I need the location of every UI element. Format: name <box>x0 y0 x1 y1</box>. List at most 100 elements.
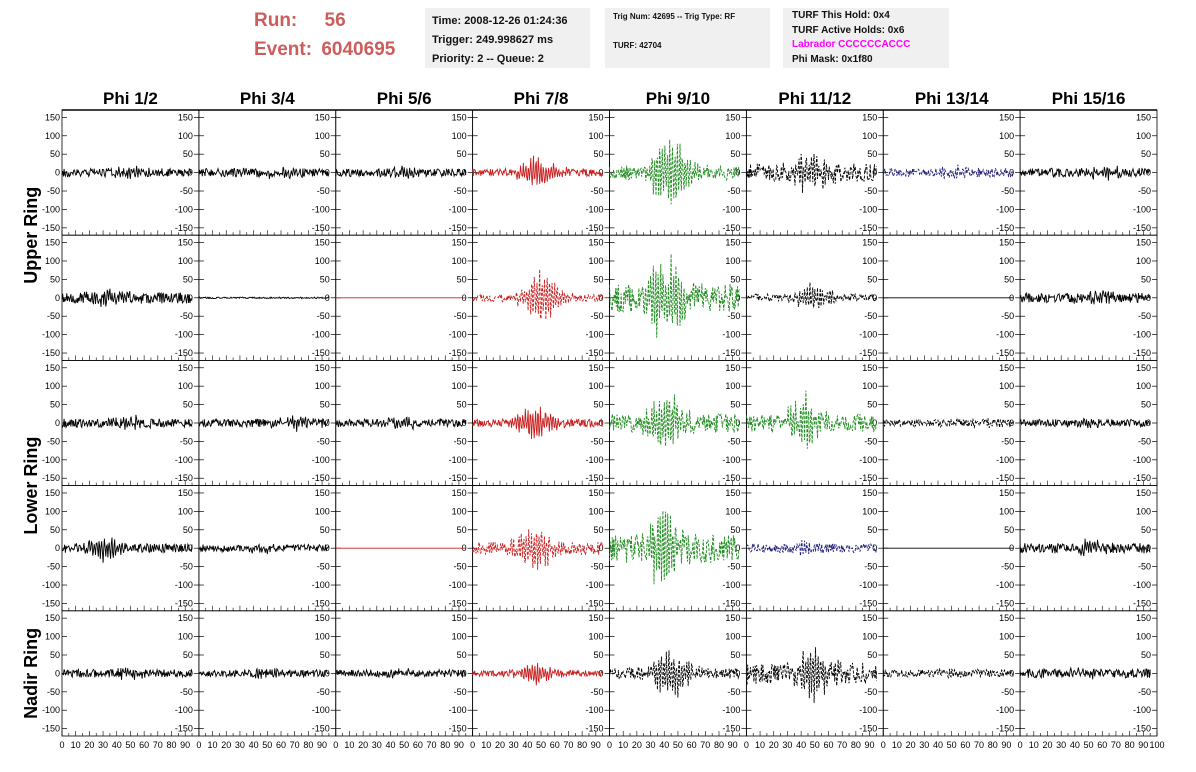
priority-text: Priority: 2 -- Queue: 2 <box>432 53 544 65</box>
y-tick-label-r4c0-0: -150 <box>175 724 193 734</box>
y-tick-label-r2c4-2: -50 <box>727 436 740 446</box>
y-tick-label-r0c2-6: 150 <box>452 112 467 122</box>
waveform-r3c1 <box>198 543 330 555</box>
y-tick-label-r1c0-1: -100 <box>175 330 193 340</box>
x-tick-label-c4-2: 20 <box>632 740 642 750</box>
event-value: 6040695 <box>321 39 396 60</box>
x-tick-label-c6-7: 70 <box>974 740 984 750</box>
y-tick-label-r2c0-2: -50 <box>180 436 193 446</box>
x-tick-label-c3-6: 60 <box>550 740 560 750</box>
y-tick-label-r1c2-5: 100 <box>452 256 467 266</box>
y-tick-label-r1c2-0: -150 <box>449 348 467 358</box>
y-tick-label-r1c7-2: -50 <box>1138 311 1151 321</box>
y-tick-label-r2c2-3: 0 <box>462 418 467 428</box>
y-tick-label-r3c0-1: -100 <box>175 580 193 590</box>
x-tick-label-c1-2: 20 <box>221 740 231 750</box>
y-tick-label-r0c3-0: -150 <box>585 223 603 233</box>
y-tick-label-r2c6-5: 100 <box>999 381 1014 391</box>
y-tick-label-r3c0-3: 0 <box>188 543 193 553</box>
x-tick-label-c6-8: 80 <box>988 740 998 750</box>
y-tick-label-r2c4-4: 50 <box>730 400 740 410</box>
y-tick-label-r0c4-6: 150 <box>725 112 740 122</box>
x-tick-label-c4-6: 60 <box>687 740 697 750</box>
y-tick-label-r0c3-2: -50 <box>590 186 603 196</box>
y-tick-label-r0c5-2: -50 <box>864 186 877 196</box>
waveform-r2c2 <box>335 416 467 431</box>
y-tick-label-r2c1-6: 150 <box>315 363 330 373</box>
y-tick-label-left-r2-6: 150 <box>45 363 60 373</box>
waveform-r2c1 <box>198 415 330 432</box>
y-tick-label-r3c1-0: -150 <box>312 598 330 608</box>
y-tick-label-left-r1-2: -50 <box>47 311 60 321</box>
y-tick-label-r1c1-0: -150 <box>312 348 330 358</box>
y-tick-label-r1c3-6: 150 <box>588 238 603 248</box>
y-tick-label-r3c1-1: -100 <box>312 580 330 590</box>
row-label-2: Nadir Ring <box>21 628 41 719</box>
y-tick-label-left-r4-4: 50 <box>50 650 60 660</box>
y-tick-label-r1c0-3: 0 <box>188 293 193 303</box>
x-tick-label-c5-5: 50 <box>810 740 820 750</box>
x-tick-label-c4-4: 40 <box>659 740 669 750</box>
y-tick-label-r3c0-4: 50 <box>183 525 193 535</box>
y-tick-label-r1c5-3: 0 <box>872 293 877 303</box>
x-tick-label-c7-5: 50 <box>1084 740 1094 750</box>
y-tick-label-r4c4-4: 50 <box>730 650 740 660</box>
y-tick-label-r3c4-5: 100 <box>725 506 740 516</box>
y-tick-label-r0c6-5: 100 <box>999 131 1014 141</box>
y-tick-label-r0c3-5: 100 <box>588 131 603 141</box>
y-tick-label-r3c7-1: -100 <box>1133 580 1151 590</box>
y-tick-label-r2c3-6: 150 <box>588 363 603 373</box>
y-tick-label-r1c0-6: 150 <box>178 238 193 248</box>
y-tick-label-r2c7-4: 50 <box>1141 400 1151 410</box>
y-tick-label-r4c2-5: 100 <box>452 632 467 642</box>
y-tick-label-r3c4-2: -50 <box>727 562 740 572</box>
y-tick-label-r4c2-4: 50 <box>457 650 467 660</box>
y-tick-label-r1c1-4: 50 <box>320 274 330 284</box>
waveform-r3c5 <box>746 540 877 556</box>
x-tick-label-c7-7: 70 <box>1111 740 1121 750</box>
x-tick-label-c5-1: 10 <box>755 740 765 750</box>
x-tick-label-c1-7: 70 <box>290 740 300 750</box>
y-tick-label-r4c4-1: -100 <box>722 705 740 715</box>
y-tick-label-r2c1-4: 50 <box>320 400 330 410</box>
x-tick-label-c3-2: 20 <box>495 740 505 750</box>
y-tick-label-r4c4-5: 100 <box>725 632 740 642</box>
y-tick-label-r4c1-0: -150 <box>312 724 330 734</box>
y-tick-label-r1c5-0: -150 <box>859 348 877 358</box>
y-tick-label-r4c0-3: 0 <box>188 668 193 678</box>
phi-mask-text: Phi Mask: 0x1f80 <box>792 53 873 65</box>
y-tick-label-r0c1-0: -150 <box>312 223 330 233</box>
y-tick-label-r4c0-6: 150 <box>178 613 193 623</box>
y-tick-label-left-r4-5: 100 <box>45 632 60 642</box>
waveform-r0c3 <box>472 155 604 186</box>
x-tick-label-c7-2: 20 <box>1042 740 1052 750</box>
y-tick-label-r1c3-5: 100 <box>588 256 603 266</box>
y-tick-label-r1c6-6: 150 <box>999 238 1014 248</box>
y-tick-label-r3c6-2: -50 <box>1001 562 1014 572</box>
y-tick-label-r1c3-1: -100 <box>585 330 603 340</box>
y-tick-label-r0c1-5: 100 <box>315 131 330 141</box>
y-tick-label-r3c7-4: 50 <box>1141 525 1151 535</box>
x-tick-label-c4-7: 70 <box>700 740 710 750</box>
y-tick-label-r1c4-6: 150 <box>725 238 740 248</box>
y-tick-label-r4c5-5: 100 <box>862 632 877 642</box>
y-tick-label-r0c2-1: -100 <box>449 204 467 214</box>
y-tick-label-r1c6-4: 50 <box>1004 274 1014 284</box>
y-tick-label-left-r4-6: 150 <box>45 613 60 623</box>
y-tick-label-r3c2-0: -150 <box>449 598 467 608</box>
y-tick-label-r0c1-6: 150 <box>315 112 330 122</box>
waveform-r0c2 <box>335 165 467 179</box>
y-tick-label-left-r4-0: -150 <box>42 724 60 734</box>
y-tick-label-r4c7-1: -100 <box>1133 705 1151 715</box>
column-header-0: Phi 1/2 <box>103 89 158 108</box>
y-tick-label-r0c4-5: 100 <box>725 131 740 141</box>
y-tick-label-r3c6-0: -150 <box>996 598 1014 608</box>
y-tick-label-r3c6-6: 150 <box>999 488 1014 498</box>
y-tick-label-r1c1-6: 150 <box>315 238 330 248</box>
y-tick-label-r3c3-6: 150 <box>588 488 603 498</box>
waveform-r4c6 <box>882 668 1014 680</box>
y-tick-label-r0c4-2: -50 <box>727 186 740 196</box>
y-tick-label-r4c7-4: 50 <box>1141 650 1151 660</box>
x-tick-label-c0-2: 20 <box>84 740 94 750</box>
y-tick-label-r0c4-1: -100 <box>722 204 740 214</box>
